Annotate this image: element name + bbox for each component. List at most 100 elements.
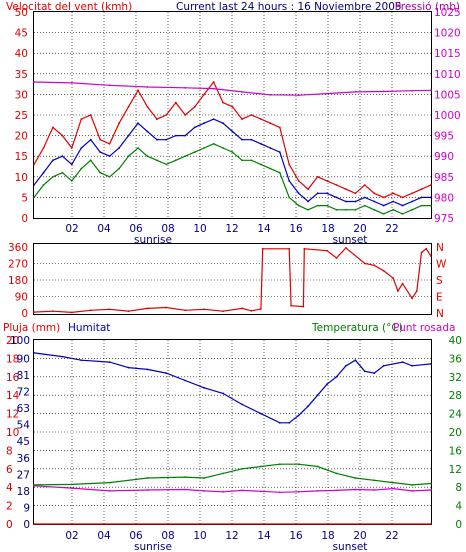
min-series-point bbox=[156, 159, 158, 162]
humidity-temperature-grid bbox=[34, 340, 431, 524]
axis-tick-label: 2 bbox=[6, 501, 13, 513]
average-series-point bbox=[137, 122, 139, 125]
axis-tick-label: 24 bbox=[449, 409, 463, 421]
humidity-series-point bbox=[373, 372, 376, 374]
gust-series-point bbox=[269, 122, 272, 125]
gust-series-point bbox=[411, 192, 413, 195]
axis-tick-label: 5 bbox=[21, 192, 28, 204]
temperature-series-point bbox=[108, 481, 111, 484]
axis-tick-label: 0 bbox=[23, 519, 30, 531]
temperature-series-point bbox=[241, 467, 243, 470]
wind-direction-series-point bbox=[261, 247, 264, 250]
axis-tick-label: 1010 bbox=[434, 69, 461, 81]
average-series-point bbox=[241, 138, 243, 141]
min-series-point bbox=[297, 204, 300, 207]
pressure-series-point bbox=[411, 89, 413, 92]
average-series-point bbox=[184, 134, 187, 137]
gust-series-point bbox=[99, 138, 102, 141]
humidity-series-point bbox=[382, 364, 385, 367]
wind-direction-series-point bbox=[411, 297, 413, 300]
temperature-series-point bbox=[260, 465, 262, 468]
axis-tick-label: 270 bbox=[8, 259, 28, 271]
humidity-series-point bbox=[33, 352, 35, 354]
gust-series-point bbox=[354, 192, 357, 195]
humidity-axis-label: Humitat bbox=[68, 322, 110, 334]
axis-tick-label: 995 bbox=[434, 131, 454, 143]
x-tick-label: 16 bbox=[289, 530, 303, 542]
gust-series-point bbox=[335, 184, 338, 186]
gust-series-point bbox=[156, 118, 158, 120]
wind-time-axis: 02 04 06 08 10 12 14 16 18 20 22 bbox=[65, 223, 398, 235]
average-series-point bbox=[373, 200, 376, 203]
dew-point-series-point bbox=[184, 488, 187, 491]
min-series-point bbox=[137, 147, 139, 149]
axis-tick-label: N bbox=[436, 242, 444, 254]
min-series-point bbox=[146, 155, 149, 158]
axis-tick-label: 30 bbox=[15, 89, 28, 101]
gust-series-point bbox=[326, 180, 328, 182]
average-series-point bbox=[222, 122, 224, 125]
average-series-point bbox=[260, 142, 262, 145]
gust-series-point bbox=[278, 126, 281, 129]
gust-series-point bbox=[184, 114, 187, 116]
sunset-label-bottom: sunset bbox=[333, 541, 368, 552]
axis-tick-label: 20 bbox=[449, 427, 462, 439]
humidity-series-point bbox=[307, 405, 309, 408]
axis-tick-label: 4 bbox=[455, 501, 462, 513]
wind-direction-series-point bbox=[425, 247, 428, 250]
axis-tick-label: 1000 bbox=[434, 110, 461, 122]
temperature-series-point bbox=[297, 463, 300, 466]
x-tick-label: 20 bbox=[353, 530, 366, 542]
average-series-point bbox=[288, 180, 291, 182]
wind-direction-series-point bbox=[70, 311, 73, 314]
humidity-series-point bbox=[165, 372, 168, 374]
humidity-series-point bbox=[278, 421, 281, 424]
average-series-point bbox=[61, 155, 64, 158]
min-series-point bbox=[61, 171, 64, 174]
pressure-axis-label: Pressió (mb) bbox=[395, 1, 460, 13]
x-tick-label: 18 bbox=[321, 223, 334, 235]
min-series-point bbox=[241, 159, 243, 162]
min-series-point bbox=[165, 163, 168, 166]
wind-direction-series-point bbox=[392, 277, 395, 280]
min-series-point bbox=[174, 159, 177, 162]
min-series-point bbox=[269, 167, 272, 170]
gust-series-point bbox=[345, 188, 347, 191]
average-series-point bbox=[430, 196, 432, 199]
wind-direction-series-point bbox=[127, 310, 130, 313]
gust-series-point bbox=[108, 142, 111, 145]
axis-tick-label: 36 bbox=[449, 353, 463, 365]
axis-tick-label: 8 bbox=[6, 445, 13, 457]
average-series-point bbox=[363, 196, 366, 199]
min-series-point bbox=[335, 208, 338, 211]
wind-speed-axis-label: Velocitat del vent (kmh) bbox=[6, 1, 132, 13]
min-series-point bbox=[222, 147, 224, 149]
average-series-point bbox=[52, 159, 54, 162]
temperature-series-point bbox=[70, 483, 73, 486]
average-series-point bbox=[382, 204, 385, 207]
average-series-point bbox=[326, 192, 328, 195]
min-series-point bbox=[288, 196, 291, 199]
x-tick-label: 10 bbox=[193, 223, 206, 235]
x-tick-label: 14 bbox=[257, 530, 271, 542]
dew-point-series-point bbox=[260, 490, 262, 493]
axis-tick-label: W bbox=[436, 259, 447, 271]
gust-series-point bbox=[174, 101, 177, 104]
dew-point-series-point bbox=[278, 491, 281, 494]
axis-tick-label: 12 bbox=[6, 409, 19, 421]
wind-direction-series bbox=[33, 247, 432, 314]
gust-series-point bbox=[193, 105, 196, 108]
axis-tick-label: 40 bbox=[15, 48, 28, 60]
gust-series-point bbox=[89, 114, 92, 116]
min-series-point bbox=[401, 213, 404, 215]
wind-direction-series-point bbox=[420, 251, 423, 254]
gust-series-point bbox=[250, 114, 253, 116]
axis-tick-label: 985 bbox=[434, 172, 454, 184]
min-series-point bbox=[326, 204, 328, 207]
average-series-point bbox=[70, 163, 73, 166]
axis-tick-label: 1005 bbox=[434, 89, 461, 101]
axis-tick-label: 50 bbox=[15, 7, 28, 19]
humidity-series-point bbox=[326, 383, 328, 386]
wind-direction-series-point bbox=[108, 308, 111, 311]
average-series-point bbox=[118, 147, 120, 149]
